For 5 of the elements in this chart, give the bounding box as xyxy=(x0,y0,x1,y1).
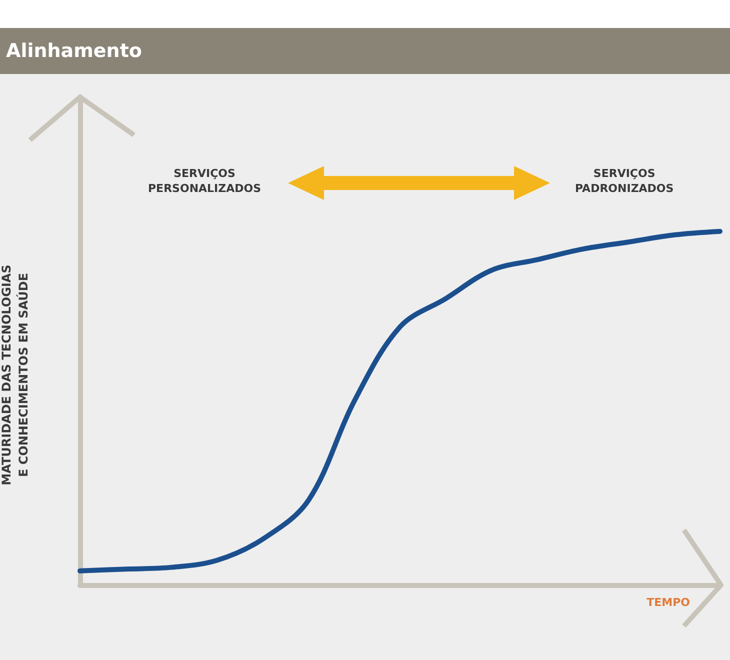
text: SERVIÇOS PERSONALIZADOS xyxy=(148,166,262,196)
y-axis-title: MATURIDADE DAS TECNOLOGIAS E CONHECIMENTOS EM SAÚDE xyxy=(0,264,30,486)
chart-title: Alinhamento xyxy=(0,28,730,74)
x-axis-title: TEMPO xyxy=(646,596,690,609)
text: SERVIÇOS PADRONIZADOS xyxy=(575,166,674,196)
